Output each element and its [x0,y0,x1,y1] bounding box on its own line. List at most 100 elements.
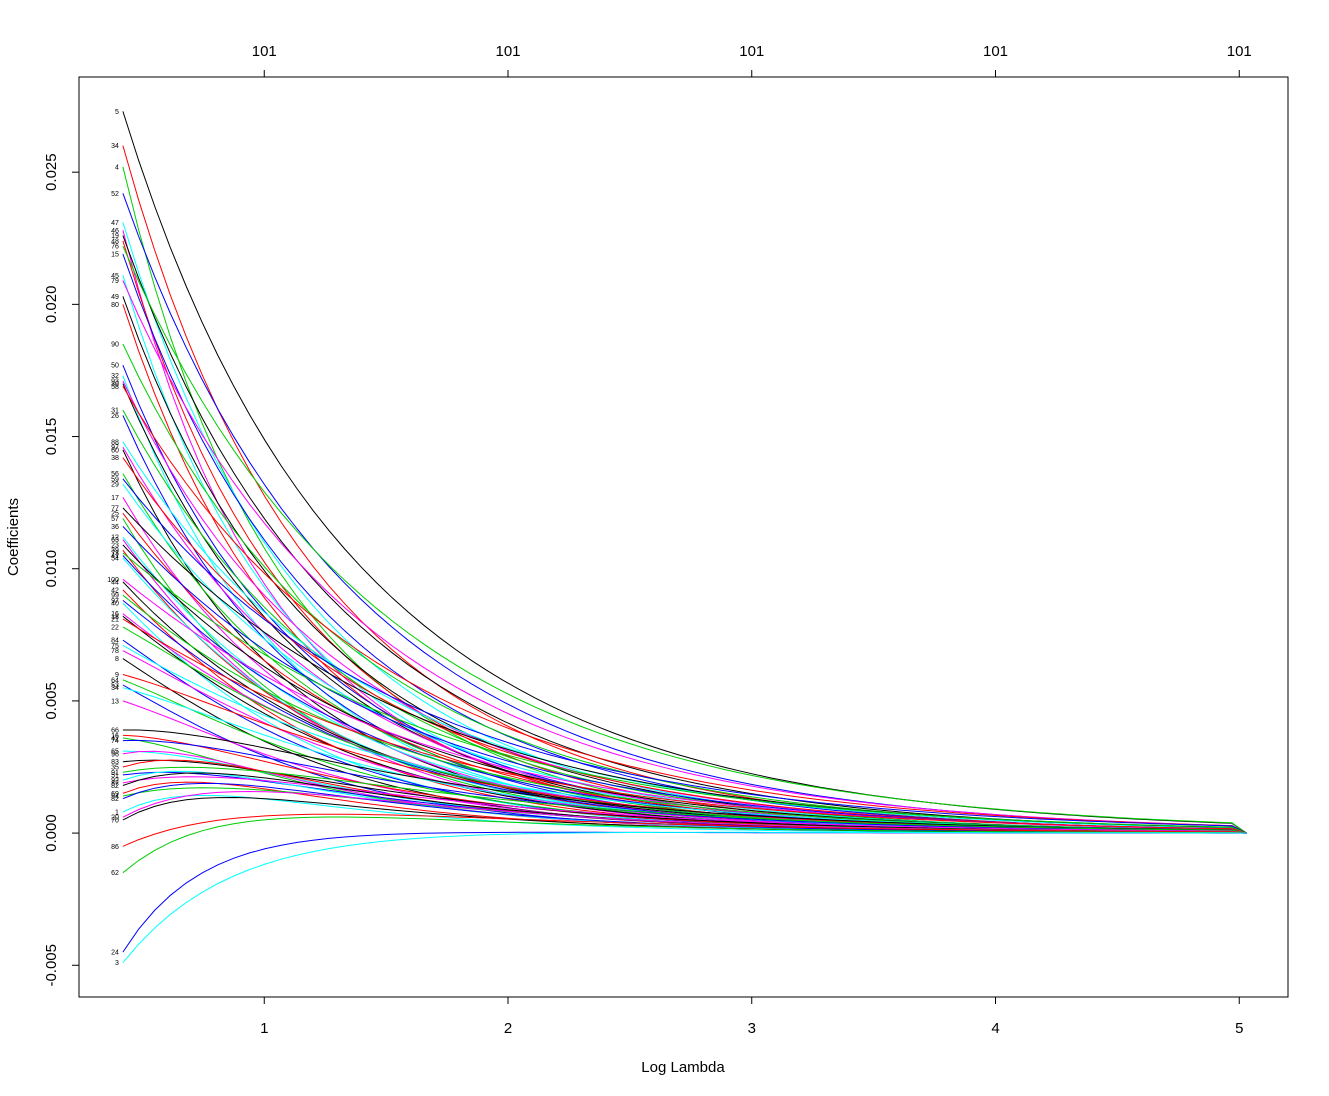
series-end-label: 20 [111,815,119,822]
coefficient-path-line [122,776,1247,834]
series-end-label: 47 [111,220,119,227]
series-end-label: 84 [111,638,119,645]
x-tick-label: 3 [748,1020,756,1037]
x-tick-label: 4 [991,1020,999,1037]
top-tick-label: 101 [495,43,520,60]
series-end-label: 64 [111,677,119,684]
series-end-label: 97 [111,598,119,605]
series-end-label: 30 [111,381,119,388]
series-end-label: 93 [111,379,119,386]
coefficient-path-line [122,813,1247,847]
y-axis-title: Coefficients [5,498,22,576]
series-end-label: 42 [111,735,119,742]
x-tick-label: 5 [1235,1020,1243,1037]
series-end-label: 94 [111,794,119,801]
coefficient-path-line [122,552,1247,834]
top-tick-label: 101 [1227,43,1252,60]
series-end-label: 31 [111,408,119,415]
series-end-label: 46 [111,228,119,235]
series-end-label: 25 [111,511,119,518]
coefficient-path-line [122,816,1247,874]
series-end-label: 63 [111,537,119,544]
series-end-label: 17 [111,495,119,502]
series-end-label: 38 [111,455,119,462]
series-end-label: 19 [111,233,119,240]
series-end-label: 3 [115,960,119,967]
series-end-label: 53 [111,683,119,690]
y-tick-label: 0.020 [43,286,60,324]
series-end-label: 82 [111,796,119,803]
series-end-label: 49 [111,294,119,301]
series-end-label: 78 [111,648,119,655]
y-tick-label: 0.000 [43,814,60,852]
series-end-label: 54 [111,556,119,563]
series-end-label: 34 [111,143,119,150]
series-end-label: 51 [111,772,119,779]
series-end-label: 65 [111,749,119,756]
series-end-label: 80 [111,302,119,309]
series-end-label: 60 [111,447,119,454]
series-end-label: 57 [111,516,119,523]
coefficient-path-line [122,766,1247,834]
top-axis: 101 101 101 101 101 [252,43,1252,78]
series-end-label: 48 [111,238,119,245]
series-end-label: 36 [111,524,119,531]
series-end-label: 21 [111,616,119,623]
series-end-label: 96 [111,751,119,758]
series-end-label: 9 [115,672,119,679]
series-end-label: 13 [111,698,119,705]
series-end-label: 24 [111,950,119,957]
series-end-label: 45 [111,273,119,280]
series-end-label: 18 [111,614,119,621]
y-tick-label: 0.005 [43,682,60,720]
series-end-label: 12 [111,535,119,542]
series-end-label: 75 [111,643,119,650]
x-tick-label: 1 [260,1020,268,1037]
coefficient-path-line [122,831,1247,963]
series-end-label: 87 [111,780,119,787]
series-end-label: 99 [111,593,119,600]
y-tick-label: 0.015 [43,418,60,456]
series-end-label: 52 [111,191,119,198]
top-tick-label: 101 [252,43,277,60]
series-end-label: 62 [111,870,119,877]
series-end-label: 5 [115,109,119,116]
series-end-label: 34 [111,685,119,692]
series-end-label: 16 [111,611,119,618]
series-end-label: 97 [111,445,119,452]
series-end-label: 44 [111,579,119,586]
coefficient-path-line [122,386,1247,834]
y-tick-label: 0.025 [43,153,60,191]
series-end-label: 82 [111,783,119,790]
coefficient-path-line [122,478,1247,834]
series-end-label: 90 [111,342,119,349]
series-end-label: 40 [111,601,119,608]
y-tick-label: -0.005 [43,944,60,987]
top-tick-label: 101 [983,43,1008,60]
y-tick-label: 0.010 [43,550,60,588]
series-end-label: 39 [111,548,119,555]
series-end-label: 22 [111,624,119,631]
series-end-label: 88 [111,439,119,446]
series-end-label: 23 [111,542,119,549]
series-end-label: 56 [111,471,119,478]
series-end-label: 41 [111,553,119,560]
series-end-label: 79 [111,278,119,285]
coefficient-path-line [122,618,1247,834]
series-lines [122,111,1247,963]
series-end-label: 50 [111,363,119,370]
x-tick-label: 2 [504,1020,512,1037]
series-end-label: 35 [111,765,119,772]
series-end-label: 26 [111,413,119,420]
series-end-label: 8 [115,656,119,663]
series-end-label: 70 [111,817,119,824]
series-end-label: 74 [111,738,119,745]
coefficient-path-line [122,245,1247,834]
series-end-label: 69 [111,791,119,798]
series-end-labels: 5344524746194876154579498090503293305831… [107,109,119,967]
y-axis: -0.005 0.000 0.005 0.010 0.015 0.020 0.025 [43,153,80,987]
series-end-label: 92 [111,778,119,785]
series-end-label: 77 [111,505,119,512]
